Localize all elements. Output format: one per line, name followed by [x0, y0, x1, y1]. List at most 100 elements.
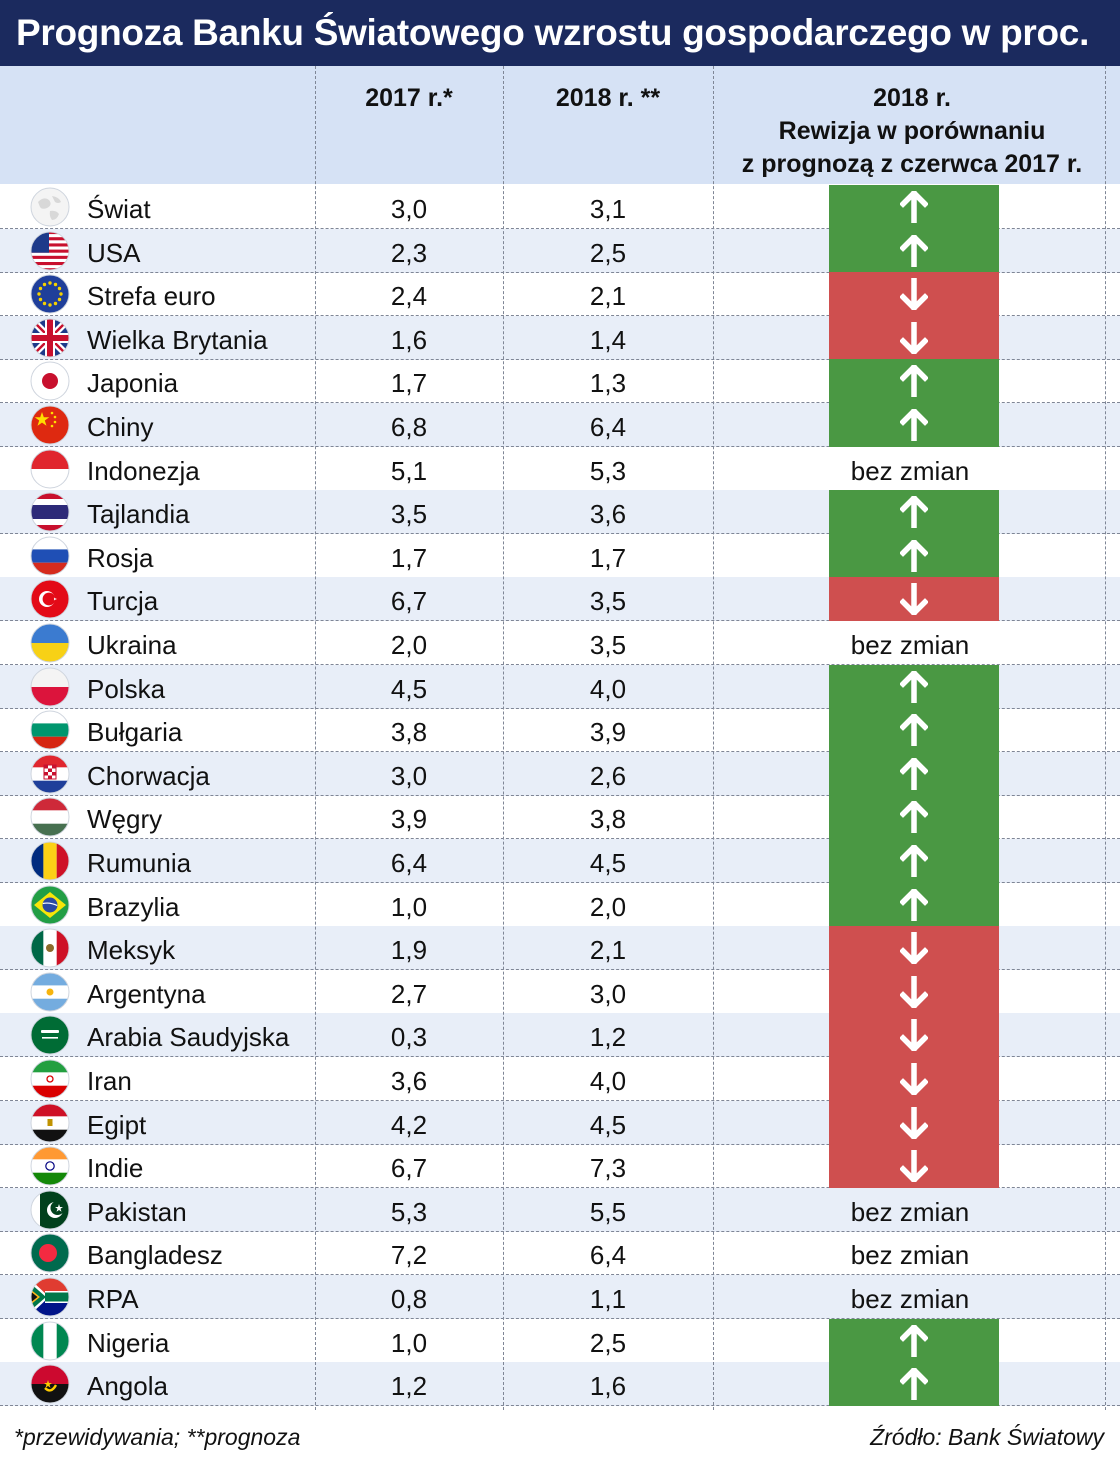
- revision-up: [829, 403, 999, 447]
- value-2018: 3,8: [589, 804, 627, 835]
- arrow-up-icon: [900, 670, 928, 703]
- value-2017: 2,0: [390, 630, 428, 660]
- egypt-flag-icon: [30, 1103, 70, 1143]
- arrow-down-icon: [900, 1106, 928, 1139]
- arrow-up-icon: [900, 409, 928, 441]
- value-2017: 3,0: [390, 194, 428, 224]
- revision-down: [829, 1144, 999, 1189]
- revision-down: [829, 315, 999, 360]
- country-name: Egipt: [87, 1109, 147, 1140]
- value-2018: 3,5: [589, 630, 627, 660]
- arrow-up-icon: [900, 365, 928, 398]
- arrow-down-icon: [900, 1150, 928, 1183]
- mexico-flag-icon: [30, 928, 70, 968]
- value-2017: 1,0: [390, 891, 428, 922]
- country-name: Ukraina: [87, 630, 177, 660]
- value-2017: 6,4: [390, 848, 428, 878]
- header-2018: 2018 r. **: [555, 84, 661, 112]
- hungary-flag-icon: [30, 797, 70, 837]
- column-divider: [713, 66, 714, 1410]
- revision-down: [829, 272, 999, 317]
- table-row: [0, 1275, 1120, 1319]
- page-title: Prognoza Banku Światowego wzrostu gospod…: [0, 0, 1120, 66]
- value-2018: 2,6: [589, 760, 627, 791]
- arrow-down-icon: [900, 1063, 928, 1095]
- table-row: [0, 1319, 1120, 1363]
- iran-flag-icon: [30, 1059, 70, 1099]
- value-2017: 3,6: [390, 1066, 428, 1096]
- country-name: Rosja: [87, 542, 154, 573]
- value-2018: 1,2: [589, 1022, 627, 1053]
- revision-up: [829, 751, 999, 796]
- value-2017: 2,3: [390, 237, 428, 268]
- revision-up: [829, 882, 999, 927]
- value-2017: 1,7: [390, 368, 428, 399]
- revision-down: [829, 1057, 999, 1101]
- revision-up: [829, 228, 999, 273]
- table-row: [0, 272, 1120, 317]
- value-2017: 3,8: [390, 717, 428, 748]
- value-2017: 3,0: [390, 760, 428, 791]
- value-2017: 1,2: [390, 1371, 428, 1402]
- turkey-flag-icon: [30, 579, 70, 619]
- value-2017: 2,7: [390, 978, 428, 1009]
- china-flag-icon: [30, 405, 70, 445]
- southafrica-flag-icon: [30, 1277, 70, 1317]
- arrow-down-icon: [900, 583, 928, 616]
- indonesia-flag-icon: [30, 449, 70, 489]
- revision-up: [829, 795, 999, 840]
- value-2017: 6,7: [390, 1153, 428, 1184]
- arrow-down-icon: [900, 1019, 928, 1052]
- argentina-flag-icon: [30, 972, 70, 1012]
- value-2018: 3,6: [589, 499, 627, 530]
- table-row: [0, 1231, 1120, 1276]
- usa-flag-icon: [30, 231, 70, 271]
- arrow-down-icon: [900, 975, 928, 1008]
- india-flag-icon: [30, 1146, 70, 1186]
- revision-down: [829, 1013, 999, 1058]
- ukraine-flag-icon: [30, 623, 70, 663]
- country-name: Świat: [87, 194, 151, 224]
- arrow-up-icon: [900, 888, 928, 921]
- value-2018: 1,4: [589, 324, 627, 355]
- revision-down: [829, 577, 999, 622]
- revision-down: [829, 926, 999, 971]
- value-2017: 2,4: [390, 281, 428, 312]
- value-2017: 0,3: [390, 1022, 428, 1053]
- value-2018: 3,5: [589, 586, 627, 617]
- table-row: [0, 883, 1120, 927]
- value-2017: 1,0: [390, 1327, 428, 1358]
- bangladesh-flag-icon: [30, 1233, 70, 1273]
- table-row: [0, 447, 1120, 491]
- world-flag-icon: [30, 187, 70, 227]
- value-2018: 2,1: [589, 281, 627, 312]
- value-2018: 2,5: [589, 1327, 627, 1358]
- value-2018: 4,5: [589, 1109, 627, 1140]
- value-2017: 4,2: [390, 1109, 428, 1140]
- column-divider: [315, 66, 316, 1410]
- value-2018: 6,4: [589, 412, 627, 442]
- value-2018: 4,0: [589, 1066, 627, 1096]
- revision-no-change: bez zmian: [850, 1196, 970, 1227]
- value-2017: 0,8: [390, 1284, 428, 1314]
- arrow-down-icon: [900, 321, 928, 354]
- table-row: [0, 185, 1120, 229]
- country-name: Wielka Brytania: [87, 324, 268, 355]
- country-name: Japonia: [87, 368, 179, 399]
- value-2018: 2,5: [589, 237, 627, 268]
- country-name: Rumunia: [87, 848, 192, 878]
- nigeria-flag-icon: [30, 1321, 70, 1361]
- country-name: Turcja: [87, 586, 159, 617]
- eu-flag-icon: [30, 274, 70, 314]
- value-2018: 6,4: [589, 1240, 627, 1271]
- table-row: [0, 970, 1120, 1014]
- bulgaria-flag-icon: [30, 710, 70, 750]
- country-name: Arabia Saudyjska: [87, 1022, 290, 1053]
- country-name: Chorwacja: [87, 760, 210, 791]
- revision-up: [829, 490, 999, 535]
- uk-flag-icon: [30, 318, 70, 358]
- table-row: [0, 359, 1120, 404]
- country-name: Tajlandia: [87, 499, 190, 530]
- country-name: Angola: [87, 1371, 168, 1402]
- table-row: [0, 621, 1120, 665]
